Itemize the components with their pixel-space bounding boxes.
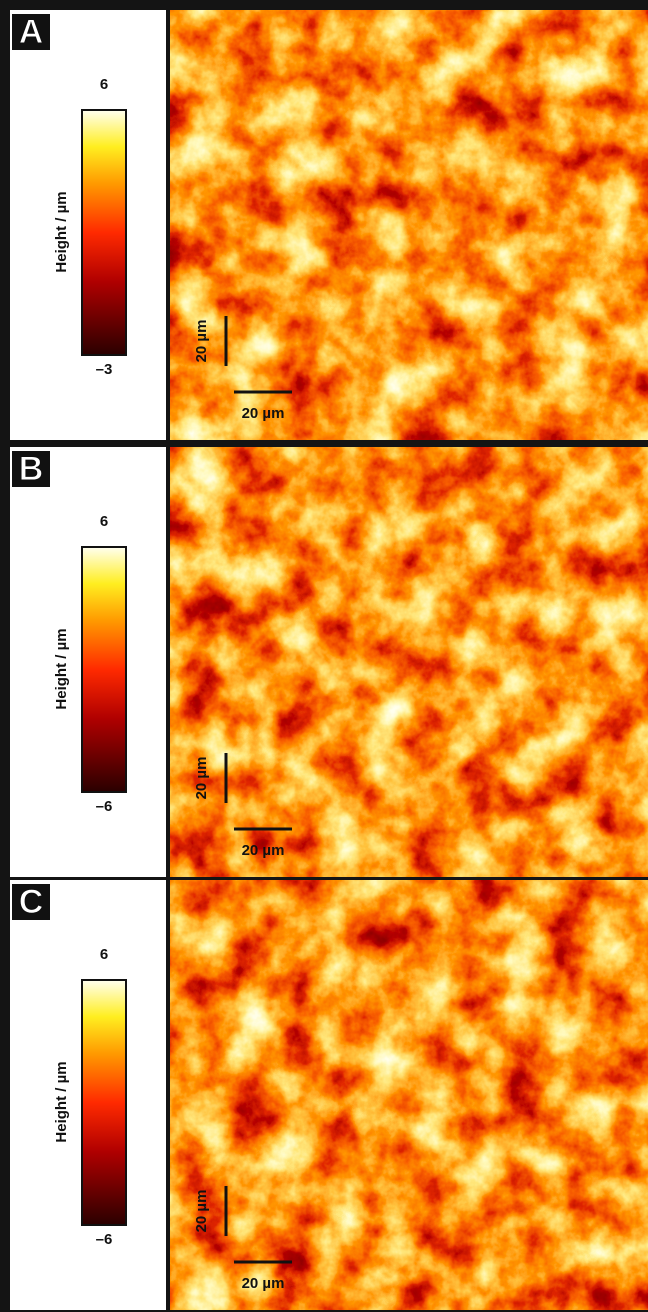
scale-bar-vertical-label: 20 µm — [193, 757, 210, 800]
panel: B 6 –6 Height / µm 20 µm 20 µm — [10, 447, 648, 877]
panel-label-box — [12, 14, 50, 50]
panel-label-box — [12, 451, 50, 487]
scale-bar-horizontal-label: 20 µm — [242, 1275, 285, 1292]
scale-bar-horizontal-label: 20 µm — [242, 842, 285, 859]
colorbar-max: 6 — [100, 946, 108, 963]
colorbar-axis-label: Height / µm — [53, 191, 70, 272]
height-map — [170, 447, 648, 877]
scale-bar-vertical-label: 20 µm — [193, 1190, 210, 1233]
panel: C 6 –6 Height / µm 20 µm 20 µm — [10, 880, 648, 1310]
height-map — [170, 10, 648, 440]
scale-bar-vertical-label: 20 µm — [193, 320, 210, 363]
panel-label: A — [19, 13, 44, 51]
panel: A 6 –3 Height / µm 20 µm 20 µm — [10, 10, 648, 440]
scale-bar-horizontal-label: 20 µm — [242, 405, 285, 422]
colorbar — [81, 546, 127, 793]
colorbar-axis-label: Height / µm — [53, 628, 70, 709]
colorbar-max: 6 — [100, 76, 108, 93]
colorbar-min: –3 — [96, 361, 113, 378]
panel-label: C — [19, 883, 44, 921]
colorbar-axis-label: Height / µm — [53, 1061, 70, 1142]
panel-label: B — [19, 450, 44, 488]
colorbar-max: 6 — [100, 513, 108, 530]
colorbar-min: –6 — [96, 798, 113, 815]
colorbar — [81, 109, 127, 356]
colorbar — [81, 979, 127, 1226]
panel-label-box — [12, 884, 50, 920]
colorbar-min: –6 — [96, 1231, 113, 1248]
height-map — [170, 880, 648, 1310]
